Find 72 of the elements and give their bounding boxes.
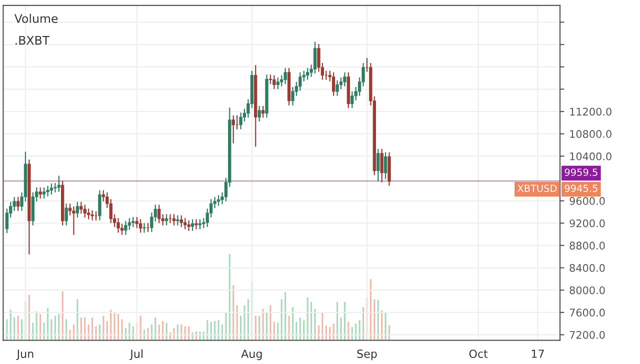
- x-tick-label: Oct: [469, 350, 488, 358]
- candlestick: [384, 152, 388, 180]
- candlestick: [50, 182, 54, 196]
- bar: [283, 290, 288, 340]
- bar: [153, 316, 158, 340]
- text: Volume: [14, 14, 58, 23]
- candlestick: [350, 90, 354, 109]
- candlestick: [232, 114, 235, 144]
- candlestick: [343, 72, 346, 87]
- candlestick: [116, 218, 120, 234]
- candlestick: [239, 112, 242, 130]
- candlestick: [31, 192, 34, 226]
- candlestick: [98, 190, 102, 221]
- candlestick: [194, 218, 198, 230]
- candlestick: [380, 148, 384, 183]
- x-tick-label: Jun: [16, 350, 34, 360]
- y-tick-label: 10400.0: [570, 152, 612, 160]
- ref-line-label: 9959.5: [564, 168, 598, 176]
- candlestick: [176, 214, 180, 226]
- candlestick: [190, 218, 194, 232]
- candlestick: [313, 41, 317, 74]
- candlestick: [42, 186, 46, 200]
- candlestick: [158, 204, 161, 224]
- y-tick-label: 8800.0: [570, 242, 605, 250]
- candlestick: [124, 220, 128, 236]
- y-tick-label: 8400.0: [570, 264, 605, 272]
- candlestick: [138, 218, 142, 234]
- y-tick-label: 8000.0: [570, 286, 605, 294]
- candlestick: [135, 216, 138, 229]
- candlestick: [180, 214, 183, 228]
- bar: [82, 316, 88, 340]
- y-tick-label: 7600.0: [570, 308, 605, 317]
- bar: [90, 316, 94, 340]
- text: .BXBT: [16, 36, 50, 45]
- candlestick: [198, 218, 202, 230]
- candlestick: [90, 210, 94, 221]
- candlestick: [336, 80, 339, 96]
- candlestick: [64, 203, 68, 226]
- x-tick-label: Sep: [357, 350, 377, 360]
- candlestick: [272, 74, 276, 90]
- candlestick: [258, 105, 261, 122]
- x-tick-label: 17: [532, 350, 544, 358]
- y-tick-label: 9200.0: [570, 219, 605, 228]
- candlestick: [276, 76, 280, 90]
- candlestick: [83, 204, 86, 218]
- annotation: XBTUSD: [517, 184, 557, 192]
- y-tick-label: 9600.0: [570, 197, 605, 205]
- candlestick: [291, 86, 294, 106]
- candlestick: [16, 196, 20, 212]
- x-tick-label: Aug: [241, 350, 262, 360]
- y-tick-label: 7200.0: [570, 330, 605, 339]
- bar: [335, 300, 340, 340]
- candlestick: [284, 67, 287, 85]
- bar: [290, 306, 295, 340]
- x-tick-label: Jul: [130, 349, 142, 360]
- candlestick: [132, 216, 135, 228]
- candlestick: [142, 222, 146, 234]
- ref-line-label: 9945.5: [564, 184, 598, 192]
- candlestick: [376, 148, 380, 182]
- candlestick: [80, 201, 83, 214]
- candlestick: [38, 186, 42, 200]
- candlestick: [187, 220, 190, 232]
- candlestick: [76, 201, 80, 218]
- y-tick-label: 11200.0: [570, 108, 612, 116]
- candlestick: [268, 74, 272, 85]
- candlestick: [261, 105, 265, 118]
- candlestick: [184, 218, 187, 230]
- candlestick: [46, 185, 50, 197]
- candlestick: [72, 206, 76, 236]
- y-tick-label: 10800.0: [570, 130, 612, 138]
- candlestick: [306, 67, 310, 80]
- candlestick: [332, 72, 336, 96]
